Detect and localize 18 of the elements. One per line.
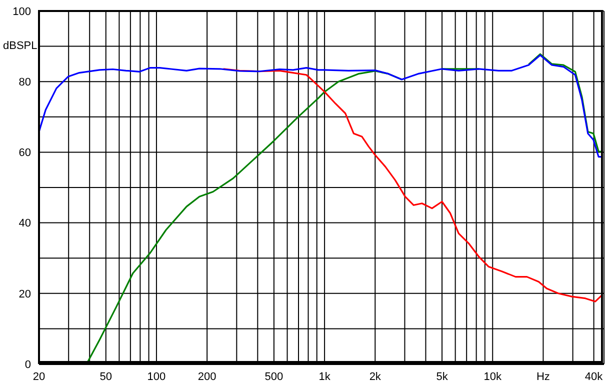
x-tick-label: 1k (318, 370, 331, 383)
x-tick-label: 2k (369, 370, 382, 383)
x-tick-label: 20 (32, 370, 46, 383)
x-tick-label: 100 (147, 370, 166, 383)
y-tick-label: 20 (18, 288, 31, 300)
x-tick-label: 500 (264, 370, 284, 383)
x-tick-label: 200 (198, 370, 216, 383)
y-tick-label: 0 (24, 358, 31, 371)
x-tick-label: Hz (536, 370, 550, 383)
y-tick-label: 100 (12, 6, 31, 18)
x-tick-label: 50 (100, 370, 112, 383)
y-axis-title: dBSPL (3, 40, 38, 52)
x-tick-label: 10k (484, 370, 502, 383)
y-tick-label: 60 (18, 147, 31, 160)
y-tick-label: 80 (18, 76, 31, 89)
x-tick-label: 40k (584, 370, 604, 383)
y-tick-label: 40 (18, 218, 31, 230)
x-tick-label: 5k (436, 370, 448, 383)
